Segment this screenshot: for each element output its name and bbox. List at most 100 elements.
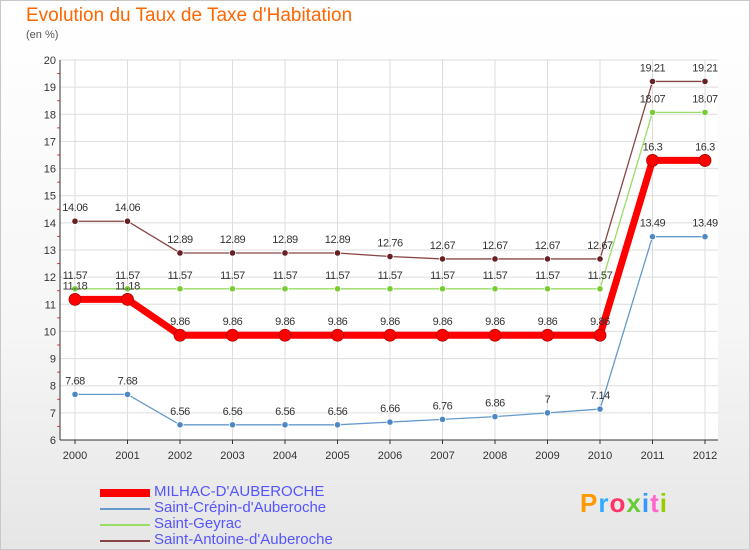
data-point bbox=[71, 285, 79, 293]
data-label: 12.67 bbox=[482, 240, 508, 252]
logo-letter: r bbox=[598, 488, 610, 518]
data-label: 16.3 bbox=[643, 141, 663, 153]
data-label: 11.18 bbox=[63, 280, 88, 292]
data-point bbox=[698, 154, 712, 167]
data-label: 11.57 bbox=[63, 270, 88, 282]
data-label: 11.57 bbox=[430, 270, 455, 282]
data-label: 18.07 bbox=[692, 93, 718, 105]
data-point bbox=[333, 421, 342, 429]
data-point bbox=[386, 252, 394, 261]
data-label: 11.57 bbox=[220, 270, 245, 282]
logo-letter: i bbox=[641, 488, 651, 518]
data-label: 7 bbox=[545, 394, 551, 406]
y-tick-label: 12 bbox=[44, 272, 56, 284]
data-label: 18.07 bbox=[640, 93, 666, 105]
data-point bbox=[596, 405, 604, 413]
data-label: 7.68 bbox=[118, 375, 138, 387]
data-label: 19.21 bbox=[640, 62, 666, 74]
data-label: 11.57 bbox=[115, 270, 140, 282]
data-point bbox=[701, 233, 709, 241]
x-tick-label: 2003 bbox=[220, 450, 244, 462]
data-point bbox=[176, 421, 184, 429]
data-point bbox=[383, 328, 397, 342]
data-point bbox=[123, 390, 132, 398]
data-label: 7.14 bbox=[590, 390, 610, 402]
legend-label: MILHAC-D'AUBEROCHE bbox=[154, 483, 325, 500]
data-point bbox=[488, 328, 502, 342]
data-point bbox=[228, 285, 237, 293]
data-label: 9.86 bbox=[590, 316, 610, 328]
x-tick-label: 2010 bbox=[588, 450, 612, 462]
data-label: 6.56 bbox=[275, 406, 295, 418]
data-label: 13.49 bbox=[640, 218, 666, 230]
data-point bbox=[543, 409, 552, 417]
data-label: 6.56 bbox=[328, 406, 348, 418]
y-tick-label: 19 bbox=[44, 82, 56, 94]
y-tick-label: 8 bbox=[50, 381, 56, 393]
y-tick-label: 16 bbox=[44, 164, 56, 176]
logo-letter: i bbox=[659, 488, 668, 518]
data-point bbox=[176, 249, 184, 257]
x-tick-label: 2006 bbox=[378, 450, 402, 462]
x-tick-label: 2001 bbox=[115, 450, 139, 462]
data-point bbox=[543, 285, 552, 293]
data-label: 14.06 bbox=[115, 202, 141, 214]
legend-label: Saint-Antoine-d'Auberoche bbox=[154, 531, 333, 548]
logo-letter: x bbox=[626, 488, 642, 518]
data-label: 6.66 bbox=[380, 403, 400, 415]
data-label: 11.57 bbox=[168, 270, 193, 282]
data-point bbox=[281, 249, 289, 257]
x-tick-label: 2005 bbox=[325, 450, 349, 462]
y-tick-label: 18 bbox=[44, 109, 56, 121]
data-label: 11.57 bbox=[483, 270, 508, 282]
data-point bbox=[176, 285, 184, 293]
data-label: 9.86 bbox=[380, 316, 400, 328]
data-label: 16.3 bbox=[695, 141, 715, 153]
x-tick-label: 2007 bbox=[430, 450, 454, 462]
data-point bbox=[121, 292, 134, 306]
x-tick-label: 2000 bbox=[63, 450, 87, 462]
data-label: 12.89 bbox=[325, 234, 351, 246]
chart-subtitle: (en %) bbox=[26, 29, 59, 41]
x-tick-label: 2011 bbox=[641, 450, 665, 462]
logo-letter: o bbox=[609, 488, 627, 518]
data-label: 9.86 bbox=[223, 316, 243, 328]
data-point bbox=[648, 233, 657, 241]
data-label: 9.86 bbox=[275, 316, 295, 328]
data-point bbox=[646, 154, 659, 167]
legend-label: Saint-Crépin-d'Auberoche bbox=[154, 499, 327, 516]
data-label: 12.67 bbox=[587, 240, 613, 252]
y-tick-label: 13 bbox=[44, 245, 56, 257]
data-point bbox=[228, 421, 237, 429]
data-label: 6.86 bbox=[485, 398, 505, 410]
data-point bbox=[386, 285, 394, 293]
x-tick-label: 2008 bbox=[483, 450, 507, 462]
data-point bbox=[71, 217, 79, 225]
logo-letter: t bbox=[650, 488, 660, 518]
data-point bbox=[648, 108, 657, 116]
x-tick-label: 2004 bbox=[273, 450, 297, 462]
data-label: 11.57 bbox=[588, 270, 613, 282]
x-tick-label: 2012 bbox=[693, 450, 717, 462]
data-label: 9.86 bbox=[433, 316, 453, 328]
y-tick-label: 17 bbox=[44, 136, 56, 148]
y-tick-label: 11 bbox=[45, 299, 56, 311]
data-label: 12.89 bbox=[272, 234, 298, 246]
legend-swatch bbox=[100, 540, 150, 542]
data-point bbox=[491, 255, 499, 263]
x-tick-label: 2009 bbox=[535, 450, 559, 462]
data-point bbox=[68, 292, 82, 306]
data-label: 6.76 bbox=[433, 400, 453, 412]
data-label: 13.49 bbox=[692, 218, 718, 230]
data-point bbox=[386, 418, 394, 426]
data-label: 11.57 bbox=[273, 270, 298, 282]
chart-title: Evolution du Taux de Taxe d'Habitation bbox=[26, 5, 353, 26]
y-tick-label: 15 bbox=[44, 191, 56, 203]
y-tick-label: 14 bbox=[44, 218, 56, 230]
legend-swatch bbox=[100, 489, 150, 497]
legend-label: Saint-Geyrac bbox=[154, 515, 242, 532]
legend-swatch bbox=[100, 508, 150, 510]
data-label: 11.57 bbox=[535, 270, 560, 282]
data-label: 9.86 bbox=[485, 316, 505, 328]
